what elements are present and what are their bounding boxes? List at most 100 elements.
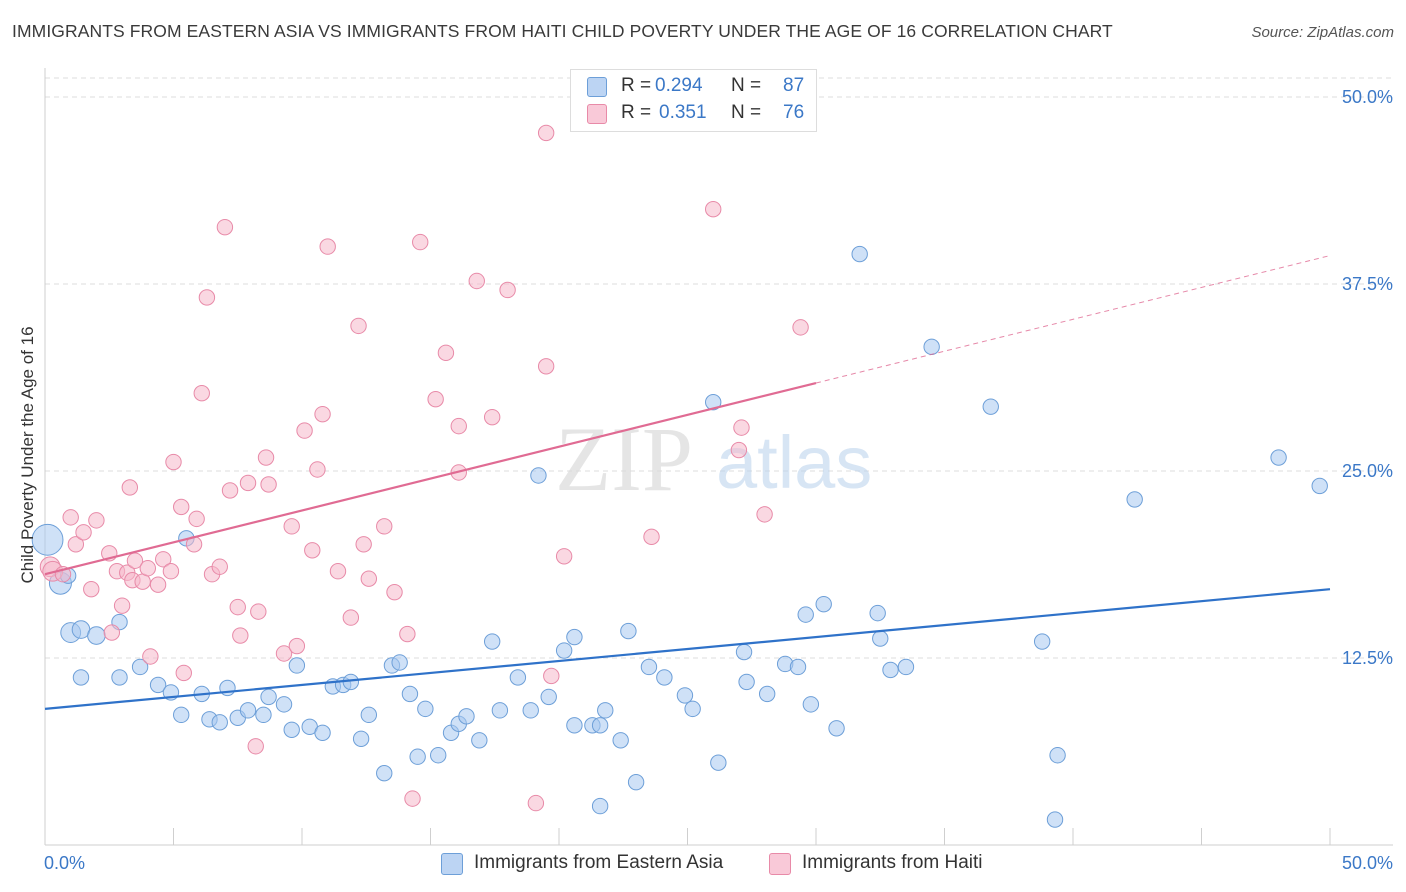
eastern-asia-point <box>1311 477 1328 495</box>
eastern-asia-point <box>376 764 393 782</box>
bottom-legend-label: Immigrants from Haiti <box>802 852 983 873</box>
eastern-asia-point <box>872 630 889 647</box>
haiti-point <box>427 390 444 408</box>
haiti-point <box>229 598 246 616</box>
haiti-point <box>165 453 182 471</box>
haiti-point <box>75 524 92 541</box>
haiti-point <box>329 563 347 580</box>
haiti-point <box>155 551 172 568</box>
haiti-point <box>173 498 190 516</box>
eastern-asia-point <box>1126 491 1143 508</box>
legend-r-label: R = <box>621 102 652 123</box>
eastern-asia-point <box>352 730 370 747</box>
eastern-asia-point <box>828 720 845 737</box>
eastern-asia-point <box>802 696 820 713</box>
eastern-asia-point <box>566 717 583 734</box>
eastern-asia-point <box>255 706 272 724</box>
haiti-point <box>257 449 275 466</box>
eastern-asia-point <box>409 748 426 765</box>
haiti-point <box>555 548 573 565</box>
eastern-asia-point <box>540 688 557 706</box>
eastern-asia-point <box>417 700 434 718</box>
x-tick-label: 0.0% <box>44 853 85 873</box>
source-credit: Source: ZipAtlas.com <box>1251 24 1394 41</box>
eastern-asia-point <box>31 523 64 556</box>
eastern-asia-point <box>1046 811 1064 828</box>
y-axis-label: Child Poverty Under the Age of 16 <box>18 326 37 583</box>
eastern-asia-point <box>173 706 190 724</box>
y-tick-label: 12.5% <box>1342 648 1393 668</box>
trend-line-eastern-asia <box>44 588 1331 710</box>
eastern-asia-point <box>288 657 306 674</box>
haiti-point <box>483 408 501 426</box>
eastern-asia-point <box>555 642 573 659</box>
haiti-point <box>88 512 105 529</box>
correlation-legend: R = 0.294 N = 87 R = 0.351 N = 76 <box>570 69 817 132</box>
haiti-point <box>499 281 516 299</box>
haiti-point <box>342 609 360 626</box>
eastern-asia-point <box>923 338 940 356</box>
haiti-point <box>543 667 560 685</box>
haiti-point <box>113 597 131 614</box>
legend-n-label: N = <box>731 102 762 123</box>
eastern-asia-point <box>530 467 547 484</box>
trend-lines <box>44 255 1331 710</box>
eastern-asia-point <box>149 676 167 694</box>
haiti-point <box>288 637 306 655</box>
haiti-point <box>260 476 277 493</box>
haiti-point <box>211 558 228 575</box>
gridlines <box>45 77 1393 659</box>
series-haiti-points <box>39 124 809 812</box>
haiti-point <box>360 570 378 587</box>
haiti-point <box>250 603 267 620</box>
eastern-asia-point <box>1049 747 1066 764</box>
eastern-asia-point <box>612 732 629 749</box>
haiti-point <box>188 510 205 528</box>
haiti-point <box>83 580 100 598</box>
eastern-asia-point <box>458 708 475 725</box>
eastern-asia-point <box>591 797 609 815</box>
eastern-asia-point <box>640 658 658 676</box>
eastern-asia-point <box>131 658 149 676</box>
haiti-point <box>537 358 555 375</box>
chart-title: IMMIGRANTS FROM EASTERN ASIA VS IMMIGRAN… <box>12 21 1113 41</box>
haiti-point <box>103 624 121 641</box>
eastern-asia-point <box>260 688 277 706</box>
haiti-point <box>527 794 545 812</box>
haiti-point <box>239 474 257 492</box>
haiti-point <box>350 317 367 335</box>
haiti-point <box>386 583 403 601</box>
haiti-point <box>221 482 239 499</box>
eastern-asia-point <box>1270 449 1287 466</box>
eastern-asia-point <box>869 604 886 622</box>
haiti-point <box>275 645 293 662</box>
haiti-point <box>355 536 372 553</box>
series-eastern-asia-points <box>31 245 1328 828</box>
haiti-point <box>705 201 722 218</box>
haiti-point <box>399 625 416 643</box>
haiti-point <box>730 441 748 459</box>
eastern-asia-point <box>239 702 257 719</box>
legend-n-value: 87 <box>783 75 805 96</box>
eastern-asia-point <box>705 393 722 411</box>
watermark-zip: ZIP <box>555 408 693 510</box>
eastern-asia-point <box>815 595 832 613</box>
haiti-point <box>232 627 249 644</box>
haiti-point <box>412 233 429 251</box>
eastern-asia-point <box>627 773 645 791</box>
haiti-point <box>314 405 331 423</box>
haiti-point <box>216 218 234 236</box>
legend-n-value: 76 <box>783 102 805 123</box>
haiti-point <box>643 528 660 546</box>
eastern-asia-point <box>283 721 300 739</box>
eastern-asia-point <box>656 669 673 686</box>
eastern-asia-point <box>275 696 293 713</box>
axes <box>44 68 1393 846</box>
y-tick-label: 25.0% <box>1342 461 1393 481</box>
haiti-point <box>468 272 485 290</box>
eastern-asia-point <box>111 669 128 686</box>
haiti-point <box>792 319 809 336</box>
haiti-point <box>319 238 336 255</box>
eastern-asia-point <box>684 700 701 718</box>
bottom-legend-swatch-pink <box>769 853 791 875</box>
